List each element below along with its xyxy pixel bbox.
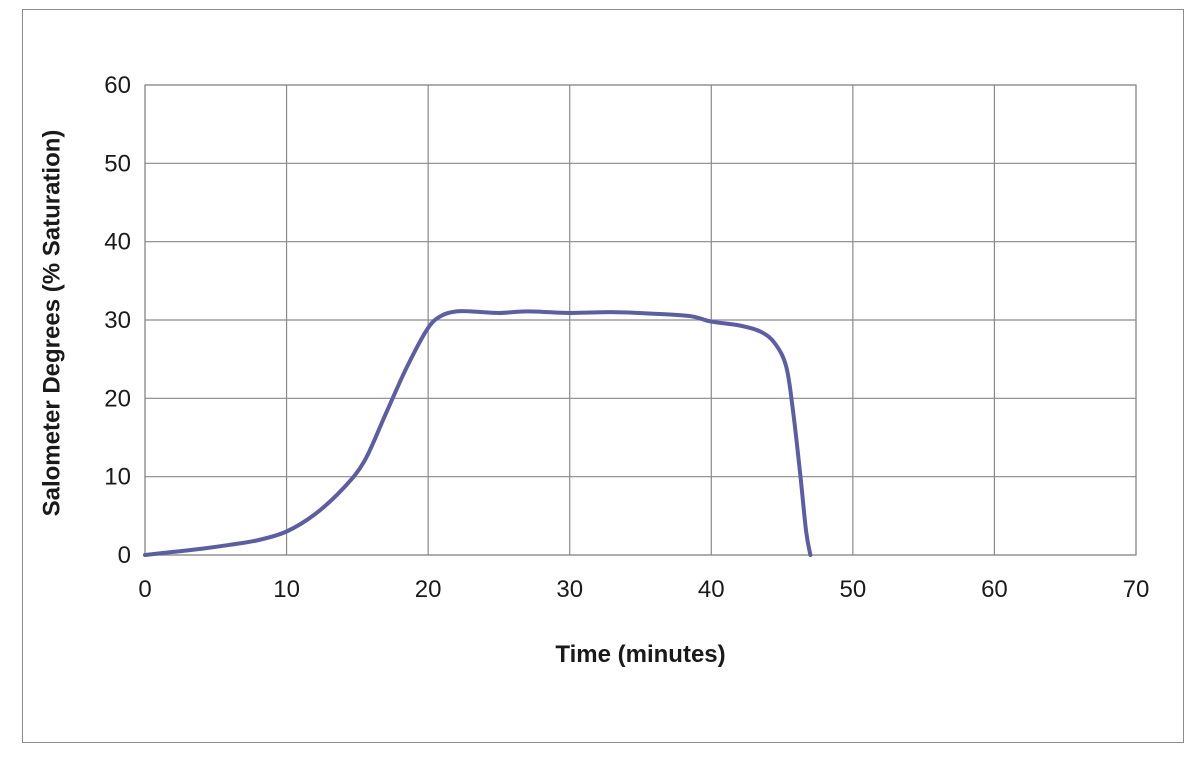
y-tick-label: 50 [104,150,131,177]
plot-area-border [144,84,1137,556]
y-tick-label: 0 [118,542,131,569]
y-tick-label: 20 [104,385,131,412]
series-line [143,309,813,557]
x-tick-label: 20 [415,576,442,603]
x-tick-label: 10 [273,576,300,603]
x-tick-label: 40 [698,576,725,603]
y-tick-label: 10 [104,464,131,491]
x-tick-label: 50 [840,576,867,603]
gridlines [144,84,1137,556]
y-tick-label: 60 [104,72,131,99]
x-tick-label: 60 [981,576,1008,603]
line-chart: 0 10 20 30 40 50 60 70 0 10 20 30 40 50 60 Time (minut… [38,72,1149,668]
tick-labels: 0 10 20 30 40 50 60 70 0 10 20 30 40 50 60 [104,72,1149,603]
x-tick-label: 30 [556,576,583,603]
y-axis-title: Salometer Degrees (% Saturation) [38,130,65,517]
y-tick-label: 30 [104,307,131,334]
x-tick-label: 70 [1123,576,1150,603]
series-layer [143,309,813,557]
y-tick-label: 40 [104,229,131,256]
x-axis-title: Time (minutes) [555,641,725,668]
x-tick-label: 0 [138,576,151,603]
chart-frame: 0 10 20 30 40 50 60 70 0 10 20 30 40 50 60 Time (minut… [22,9,1184,743]
